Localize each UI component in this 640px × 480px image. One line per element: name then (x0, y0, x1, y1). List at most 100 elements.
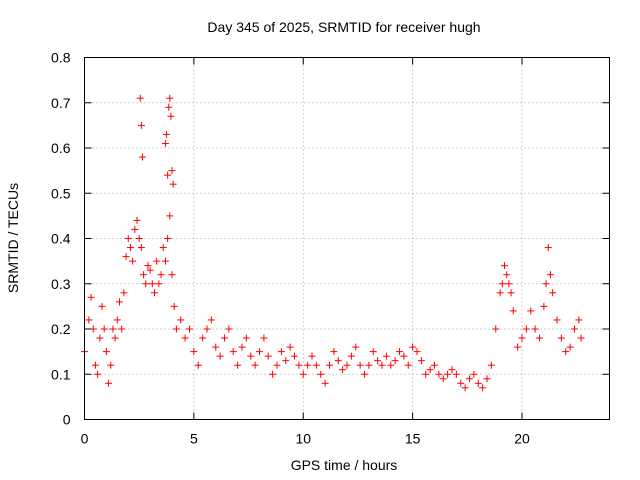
data-point (129, 257, 137, 265)
data-point (155, 280, 163, 288)
data-point (452, 370, 460, 378)
x-tick-label: 15 (405, 431, 421, 447)
grid-lines (84, 57, 610, 420)
data-point (164, 235, 172, 242)
data-point (164, 171, 172, 179)
data-point (282, 357, 290, 365)
data-point (444, 370, 452, 378)
y-axis-label: SRMTID / TECUs (5, 183, 21, 293)
data-point (87, 293, 95, 301)
data-point (409, 343, 417, 351)
data-point (264, 352, 272, 360)
y-tick-label: 0.1 (51, 366, 71, 382)
data-point (374, 357, 382, 365)
data-point (118, 325, 126, 333)
data-point (435, 370, 443, 378)
data-point (343, 361, 351, 369)
data-point (439, 375, 447, 383)
data-point (522, 325, 530, 333)
data-point (369, 348, 377, 356)
data-point (203, 325, 211, 333)
data-point (479, 384, 487, 392)
data-point (131, 225, 139, 233)
chart-title: Day 345 of 2025, SRMTID for receiver hug… (207, 19, 480, 35)
data-point (347, 352, 355, 360)
data-point (518, 334, 526, 342)
data-point (133, 216, 141, 224)
data-point (321, 379, 329, 387)
data-point (159, 244, 167, 252)
data-point (107, 361, 115, 369)
data-point (308, 352, 316, 360)
data-point (396, 348, 403, 356)
data-point (94, 370, 102, 378)
data-point (161, 257, 169, 265)
data-point (165, 103, 173, 111)
data-point (496, 289, 504, 297)
data-point (509, 307, 517, 315)
data-point (168, 167, 176, 175)
data-point (256, 348, 263, 356)
data-point (498, 280, 506, 288)
x-tick-label: 20 (514, 431, 530, 447)
data-point (168, 271, 176, 279)
data-point (137, 121, 145, 129)
data-point (461, 384, 469, 392)
data-point (431, 361, 438, 369)
data-point (148, 280, 156, 288)
data-point (544, 244, 552, 252)
data-point (553, 316, 561, 324)
data-point (170, 302, 178, 310)
data-point (557, 334, 565, 342)
data-point (501, 262, 508, 270)
data-point (536, 334, 543, 342)
data-point (251, 361, 259, 369)
data-point (378, 361, 386, 369)
data-point (457, 379, 465, 387)
data-point (177, 316, 185, 324)
data-point (417, 357, 425, 365)
data-point (194, 361, 202, 369)
data-point (157, 271, 165, 279)
data-point (140, 271, 148, 279)
data-point (577, 334, 585, 342)
data-point (238, 343, 246, 351)
data-point (542, 280, 550, 288)
data-point (299, 370, 307, 378)
data-point (100, 325, 108, 333)
data-point (391, 357, 399, 365)
data-point (487, 361, 495, 369)
data-point (91, 361, 99, 369)
data-point (172, 325, 180, 333)
data-point (167, 112, 175, 120)
data-point (136, 94, 144, 102)
data-point (474, 379, 482, 387)
data-point (404, 361, 412, 369)
tick-labels: 0 0.1 0.2 0.3 0.4 0.5 0.6 0.7 0.8 0 5 10 15 20 (51, 50, 530, 447)
data-point (199, 334, 207, 342)
data-point (146, 266, 154, 274)
data-point (105, 379, 113, 387)
data-point (514, 343, 522, 351)
data-point (277, 348, 285, 356)
data-point (365, 361, 373, 369)
data-point (166, 94, 174, 102)
data-point (120, 289, 128, 297)
data-point (382, 352, 390, 360)
x-tick-label: 0 (81, 431, 89, 447)
data-point (466, 375, 473, 383)
data-point (507, 289, 515, 297)
data-point (295, 361, 303, 369)
data-point (142, 280, 150, 288)
data-point (505, 280, 513, 288)
data-point (503, 271, 511, 279)
data-point (116, 298, 123, 306)
data-point (138, 153, 146, 161)
data-point (571, 325, 578, 333)
data-point (566, 343, 574, 351)
y-tick-label: 0.3 (51, 276, 71, 292)
data-point (352, 343, 360, 351)
data-point (483, 375, 491, 383)
x-tick-label: 10 (295, 431, 311, 447)
data-point (546, 271, 554, 279)
